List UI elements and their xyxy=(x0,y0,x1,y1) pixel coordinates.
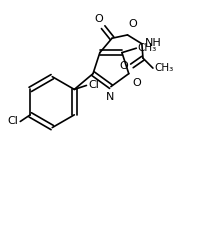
Text: O: O xyxy=(129,19,137,29)
Text: O: O xyxy=(120,61,129,71)
Text: CH₃: CH₃ xyxy=(154,63,173,73)
Text: O: O xyxy=(132,78,141,88)
Text: Cl: Cl xyxy=(88,80,99,90)
Text: O: O xyxy=(94,14,103,24)
Text: CH₃: CH₃ xyxy=(138,43,157,53)
Text: Cl: Cl xyxy=(8,116,19,127)
Text: N: N xyxy=(106,92,114,102)
Text: NH: NH xyxy=(144,38,161,48)
